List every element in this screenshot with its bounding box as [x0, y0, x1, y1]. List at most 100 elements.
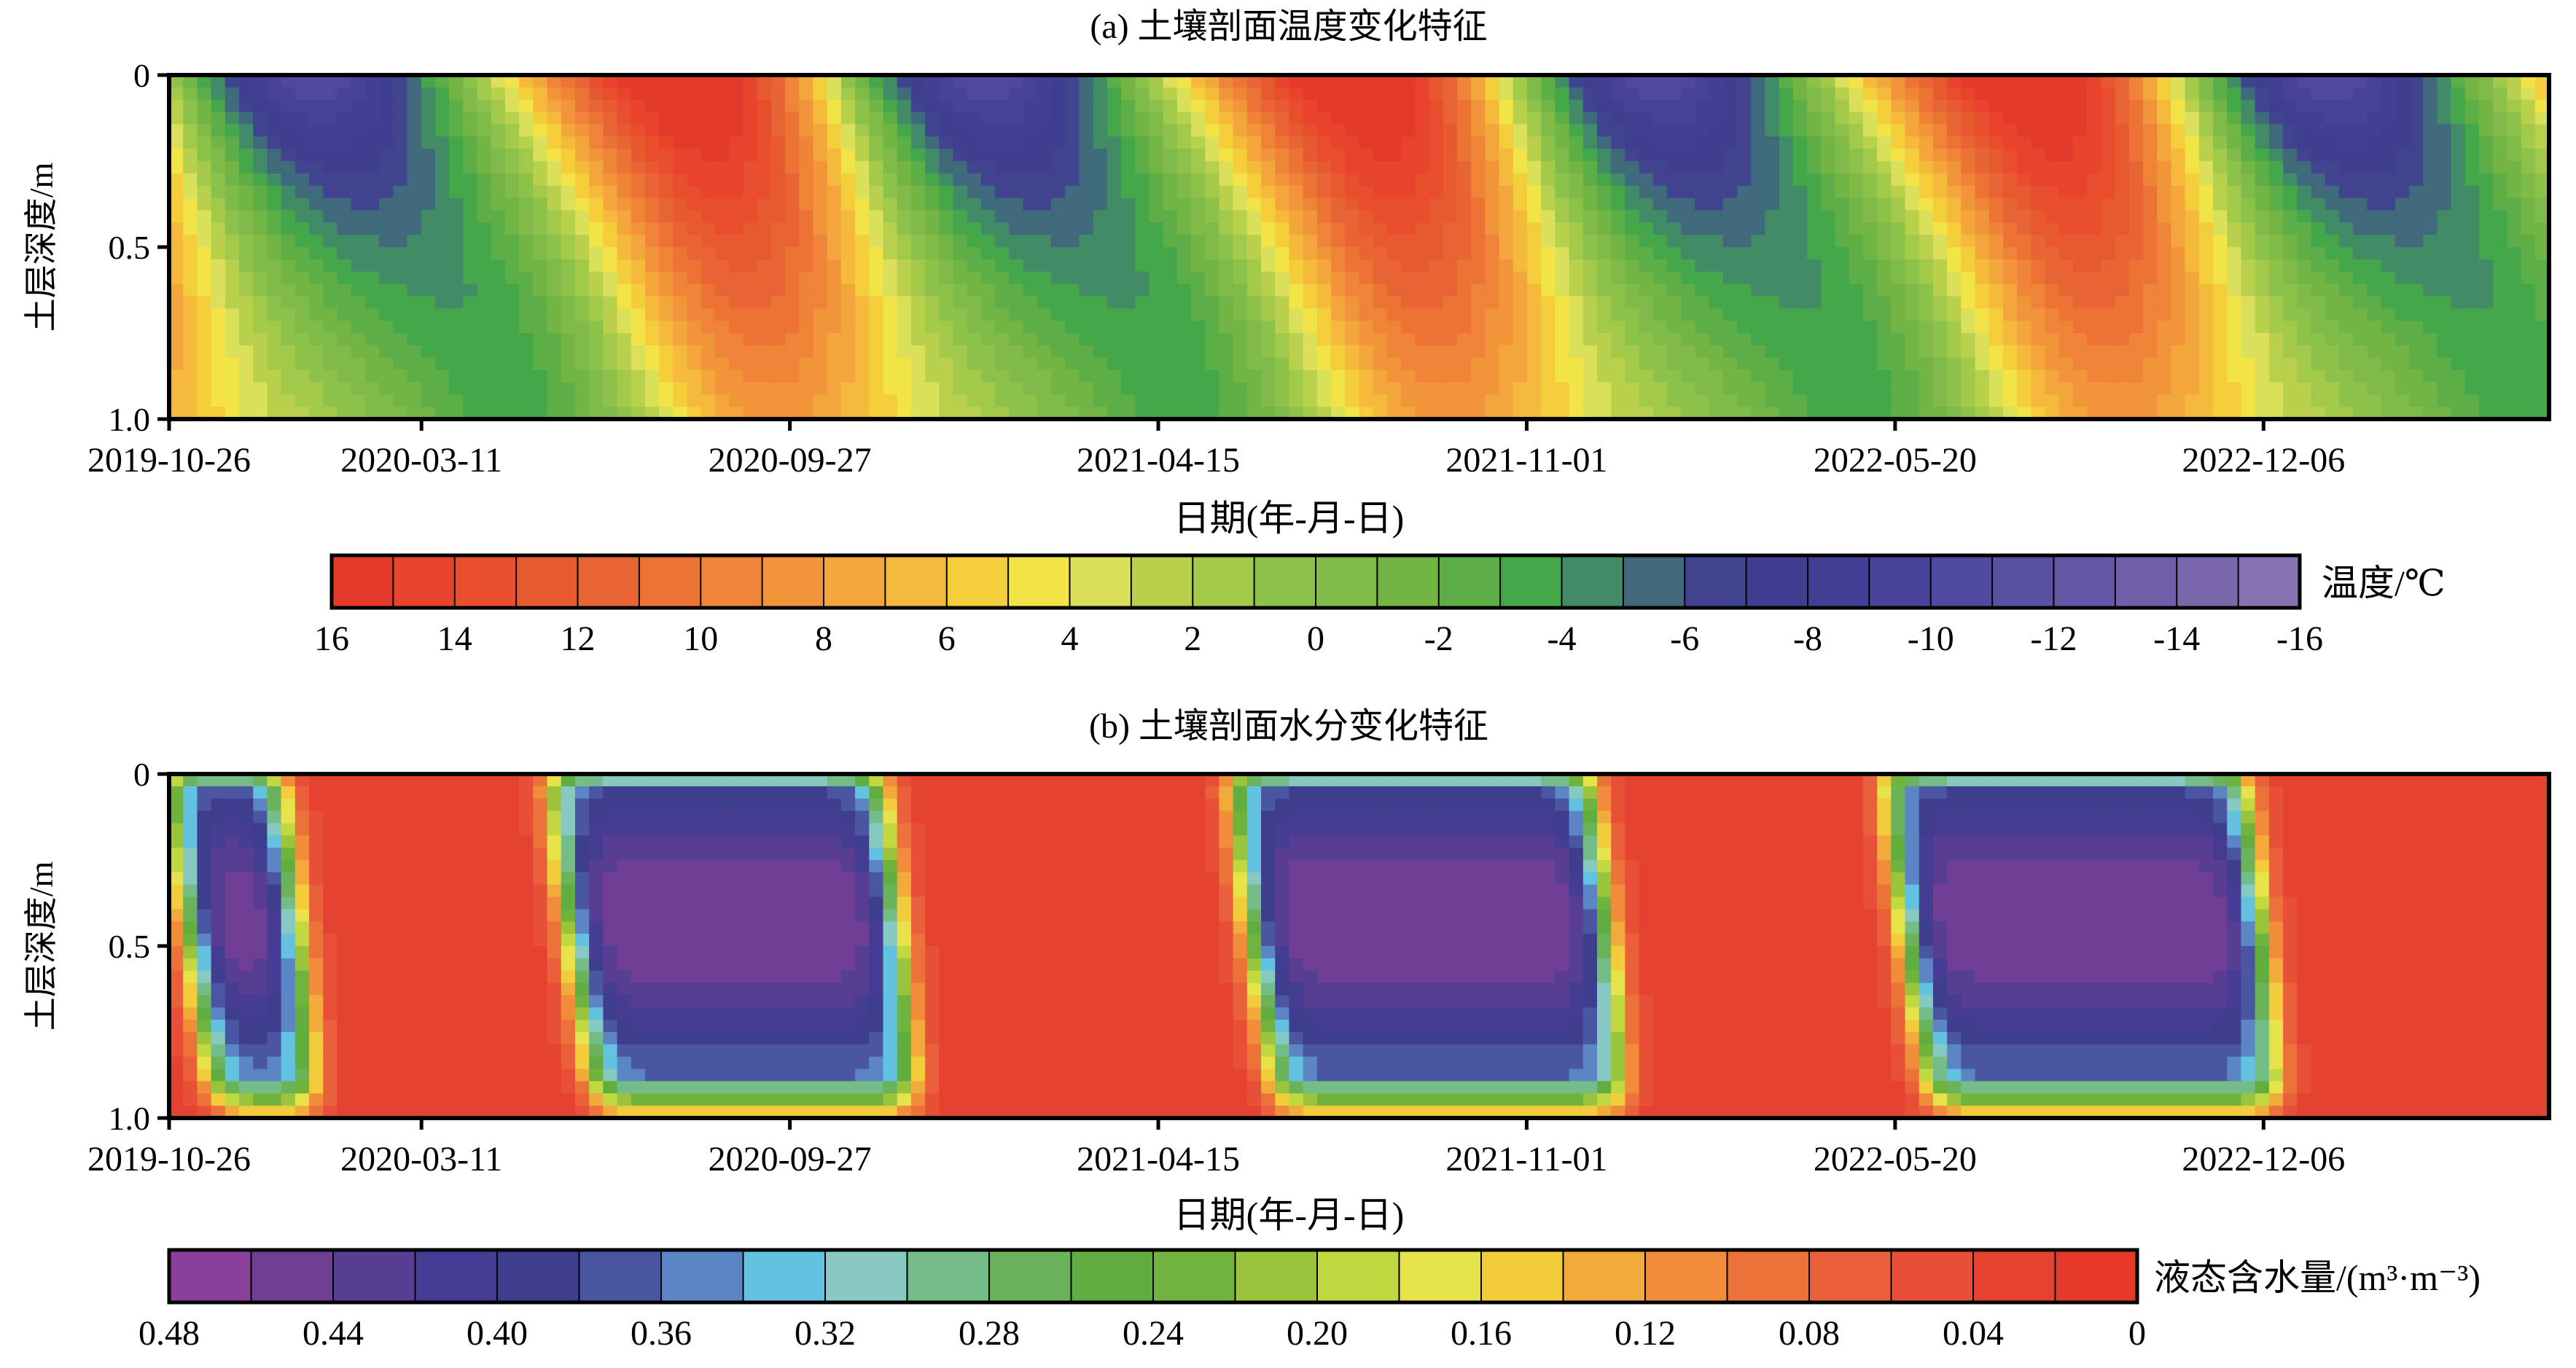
heatmap-cell — [771, 112, 786, 125]
heatmap-cell — [729, 173, 743, 187]
heatmap-cell — [2311, 358, 2326, 371]
heatmap-cell — [1905, 173, 1920, 187]
heatmap-cell — [1709, 370, 1724, 383]
heatmap-cell — [449, 370, 464, 383]
heatmap-cell — [1317, 394, 1332, 407]
heatmap-cell — [1583, 296, 1598, 309]
heatmap-cell — [2255, 222, 2270, 235]
heatmap-cell — [337, 235, 351, 248]
heatmap-cell — [1429, 308, 1444, 321]
colorbar-tick-label: -12 — [2031, 619, 2077, 658]
heatmap-cell — [337, 394, 351, 407]
heatmap-cell — [2493, 394, 2507, 407]
heatmap-cell — [1247, 382, 1262, 395]
heatmap-cell — [2171, 382, 2185, 395]
heatmap-cell — [351, 222, 366, 235]
heatmap-cell — [1065, 112, 1080, 125]
heatmap-cell — [1163, 382, 1178, 395]
heatmap-cell — [631, 173, 646, 187]
heatmap-cell — [2325, 198, 2340, 211]
heatmap-cell — [1275, 370, 1289, 383]
heatmap-cell — [309, 358, 324, 371]
heatmap-cell — [1835, 161, 1850, 174]
heatmap-cell — [505, 235, 520, 248]
heatmap-cell — [1891, 284, 1905, 297]
heatmap-cell — [1737, 358, 1752, 371]
heatmap-cell — [729, 222, 743, 235]
heatmap-cell — [1569, 235, 1584, 248]
heatmap-cell — [1443, 333, 1458, 346]
heatmap-cell — [1583, 259, 1598, 273]
heatmap-cell — [897, 247, 912, 260]
heatmap-cell — [1471, 259, 1486, 273]
heatmap-cell — [1303, 382, 1318, 395]
heatmap-cell — [2437, 358, 2451, 371]
heatmap-cell — [2115, 198, 2130, 211]
heatmap-cell — [2353, 321, 2368, 334]
heatmap-cell — [505, 112, 520, 125]
heatmap-cell — [855, 382, 870, 395]
heatmap-cell — [575, 173, 590, 187]
heatmap-cell — [2045, 112, 2060, 125]
heatmap-cell — [953, 370, 968, 383]
heatmap-cell — [897, 124, 912, 137]
heatmap-cell — [1303, 284, 1318, 297]
heatmap-cell — [1415, 333, 1429, 346]
heatmap-cell — [673, 247, 687, 260]
heatmap-cell — [1569, 247, 1584, 260]
heatmap-cell — [1849, 100, 1864, 113]
heatmap-cell — [1667, 296, 1682, 309]
heatmap-cell — [2409, 100, 2424, 113]
heatmap-cell — [603, 136, 617, 149]
heatmap-cell — [421, 382, 436, 395]
heatmap-cell — [1835, 382, 1850, 395]
heatmap-cell — [1695, 272, 1709, 285]
colorbar-swatch — [1377, 555, 1439, 608]
heatmap-cell — [2381, 235, 2396, 248]
heatmap-cell — [1863, 358, 1878, 371]
heatmap-cell — [1303, 333, 1318, 346]
heatmap-cell — [337, 284, 351, 297]
heatmap-cell — [757, 100, 772, 113]
heatmap-cell — [1597, 345, 1612, 359]
heatmap-cell — [2297, 198, 2311, 211]
heatmap-cell — [1975, 247, 1990, 260]
heatmap-cell — [1415, 112, 1429, 125]
heatmap-cell — [659, 247, 674, 260]
heatmap-cell — [365, 358, 380, 371]
heatmap-cell — [1219, 333, 1233, 346]
heatmap-cell — [1751, 259, 1765, 273]
heatmap-cell — [1037, 370, 1052, 383]
heatmap-cell — [225, 87, 240, 101]
heatmap-cell — [421, 370, 436, 383]
heatmap-cell — [729, 136, 743, 149]
heatmap-cell — [295, 345, 310, 359]
heatmap-cell — [1681, 370, 1695, 383]
heatmap-cell — [2409, 345, 2424, 359]
heatmap-cell — [715, 100, 730, 113]
heatmap-cell — [2269, 345, 2284, 359]
heatmap-cell — [1289, 370, 1303, 383]
heatmap-cell — [1079, 345, 1093, 359]
heatmap-cell — [855, 284, 870, 297]
heatmap-cell — [869, 345, 883, 359]
heatmap-cell — [673, 345, 687, 359]
heatmap-cell — [435, 235, 450, 248]
heatmap-cell — [1261, 333, 1276, 346]
heatmap-cell — [2031, 259, 2045, 273]
heatmap-cell — [603, 370, 617, 383]
heatmap-cell — [841, 358, 856, 371]
heatmap-cell — [2073, 247, 2088, 260]
heatmap-cell — [1135, 100, 1150, 113]
heatmap-cell — [1919, 345, 1934, 359]
heatmap-cell — [1905, 186, 1920, 199]
heatmap-cell — [1555, 100, 1569, 113]
heatmap-cell — [799, 149, 813, 162]
heatmap-cell — [1205, 259, 1219, 273]
heatmap-cell — [1821, 112, 1835, 125]
heatmap-cell — [533, 100, 547, 113]
heatmap-cell — [253, 358, 268, 371]
heatmap-cell — [1135, 235, 1150, 248]
heatmap-cell — [1737, 186, 1752, 199]
heatmap-cell — [491, 358, 506, 371]
